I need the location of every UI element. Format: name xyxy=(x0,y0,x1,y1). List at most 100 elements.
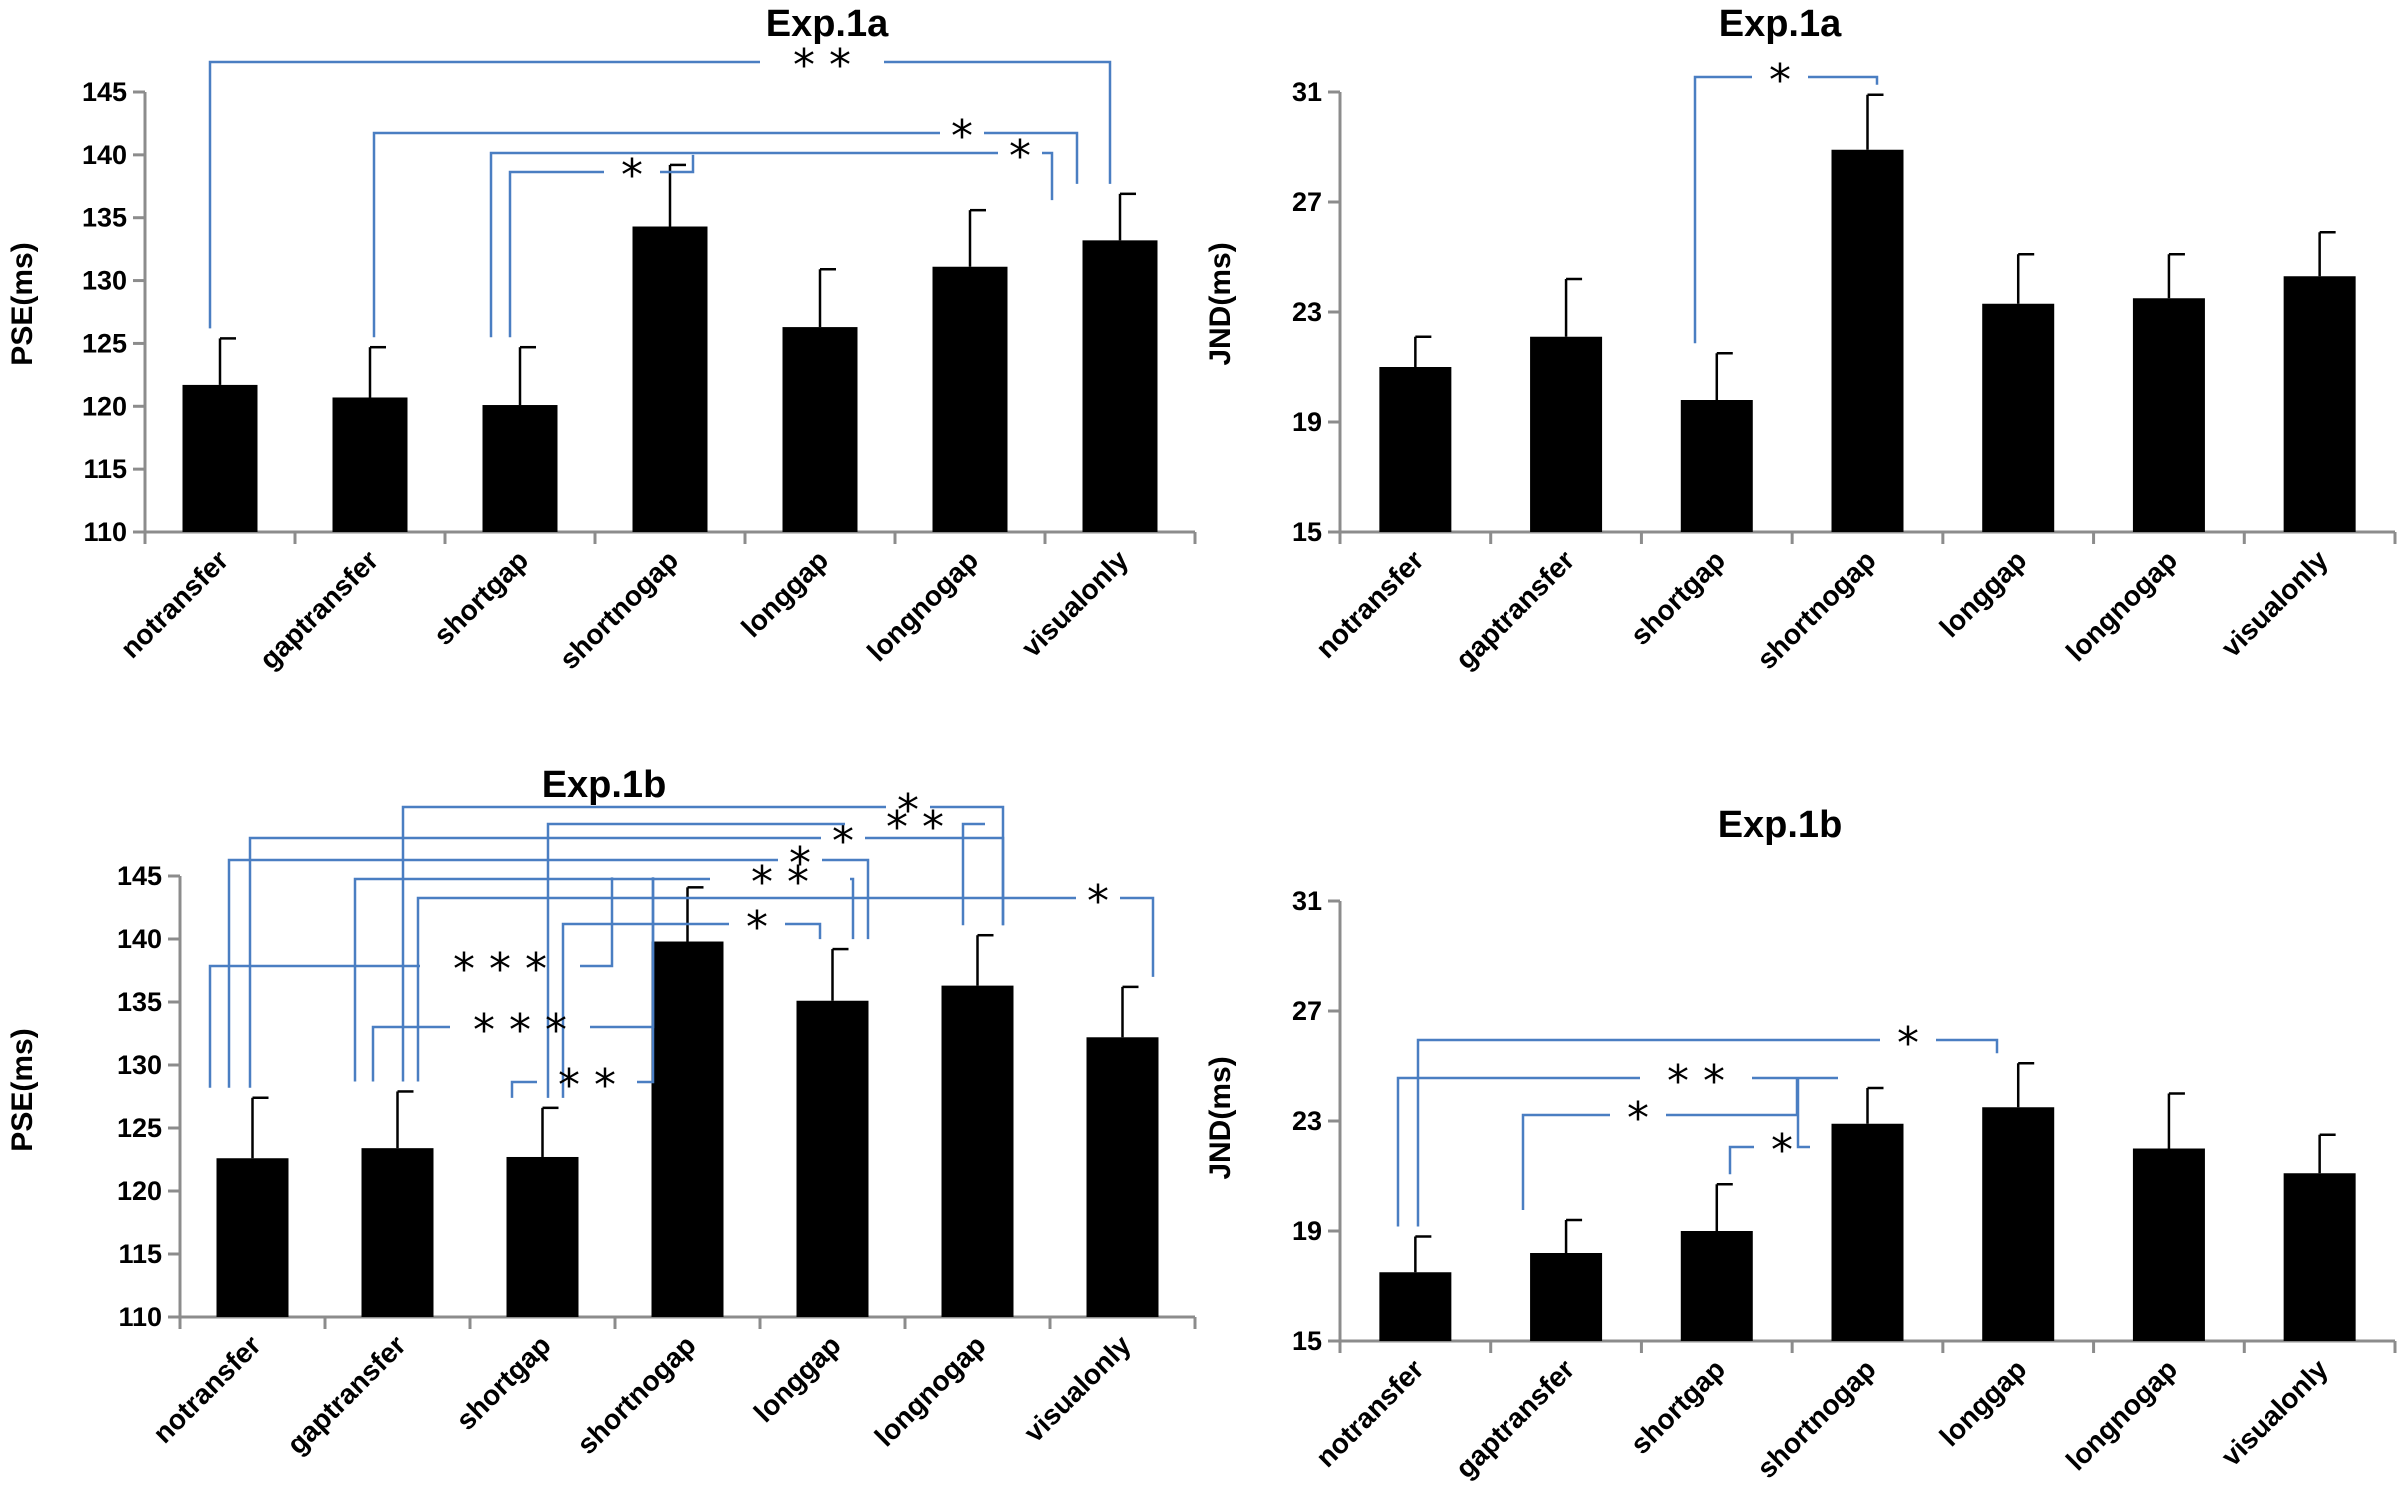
x-tick-label: longgap xyxy=(735,544,834,643)
significance-label: * xyxy=(1009,131,1031,182)
y-tick-label: 130 xyxy=(82,266,127,296)
x-tick-label: notransfer xyxy=(147,1329,267,1449)
bar-longnogap xyxy=(932,266,1008,532)
y-axis-title: JND(ms) xyxy=(1204,242,1237,365)
bar-shortgap xyxy=(1680,400,1753,532)
significance-bracket xyxy=(416,896,1155,1082)
bar-shortnogap xyxy=(632,226,708,532)
significance-bracket xyxy=(561,922,822,1098)
bar-gaptransfer xyxy=(1530,336,1603,532)
x-tick-label: longnogap xyxy=(2060,1353,2183,1476)
bar-notransfer xyxy=(216,1158,289,1317)
x-tick-label: shortnogap xyxy=(553,544,684,675)
y-axis-title: PSE(ms) xyxy=(6,1028,39,1151)
x-tick-label: shortgap xyxy=(428,544,535,651)
y-tick-label: 125 xyxy=(117,1113,162,1143)
significance-label: * xyxy=(897,785,919,836)
y-tick-label: 31 xyxy=(1292,886,1322,916)
chart-title: Exp.1a xyxy=(766,3,889,45)
bar-gaptransfer xyxy=(1530,1253,1603,1341)
x-tick-label: shortgap xyxy=(1624,1353,1731,1460)
significance-bracket xyxy=(489,151,1054,338)
bar-shortnogap xyxy=(1831,149,1904,532)
significance-label: * xyxy=(832,816,854,867)
significance-label: * xyxy=(746,902,768,953)
significance-label: * xyxy=(951,111,973,162)
y-tick-label: 135 xyxy=(82,203,127,233)
y-tick-label: 23 xyxy=(1292,1106,1322,1136)
bar-longnogap xyxy=(941,985,1014,1317)
significance-label: * xyxy=(1769,55,1791,106)
significance-label: * * xyxy=(1667,1056,1725,1107)
x-tick-label: gaptransfer xyxy=(281,1329,412,1460)
x-tick-label: shortnogap xyxy=(1751,544,1882,675)
significance-label: * * xyxy=(751,857,809,908)
significance-bracket xyxy=(227,858,870,1088)
significance-bracket xyxy=(1396,1076,1838,1227)
bar-gaptransfer xyxy=(332,397,408,532)
significance-bracket xyxy=(208,877,614,1088)
significance-bracket xyxy=(1728,1078,1810,1175)
bar-shortgap xyxy=(1680,1231,1753,1341)
y-tick-label: 19 xyxy=(1292,407,1322,437)
significance-label: * xyxy=(1771,1125,1793,1176)
y-tick-label: 27 xyxy=(1292,996,1322,1026)
significance-bracket xyxy=(510,877,655,1098)
significance-label: * xyxy=(1087,876,1109,927)
significance-label: * xyxy=(789,838,811,889)
x-tick-label: longnogap xyxy=(861,544,984,667)
significance-label: * xyxy=(621,150,643,201)
y-tick-label: 125 xyxy=(82,328,127,358)
x-tick-label: shortnogap xyxy=(571,1329,702,1460)
y-axis-title: PSE(ms) xyxy=(6,242,39,365)
x-tick-label: notransfer xyxy=(1310,544,1430,664)
x-tick-label: shortgap xyxy=(1624,544,1731,651)
y-tick-label: 145 xyxy=(82,77,127,107)
bar-notransfer xyxy=(1379,1272,1452,1341)
y-axis-title: JND(ms) xyxy=(1204,1056,1237,1179)
significance-bracket xyxy=(353,877,855,1082)
y-tick-label: 115 xyxy=(118,1239,162,1269)
bar-longnogap xyxy=(2132,298,2205,532)
y-tick-label: 31 xyxy=(1292,77,1322,107)
bar-shortgap xyxy=(506,1156,579,1317)
x-tick-label: gaptransfer xyxy=(253,544,384,675)
x-tick-label: gaptransfer xyxy=(1449,544,1580,675)
y-tick-label: 120 xyxy=(117,1176,162,1206)
y-tick-label: 110 xyxy=(118,1302,162,1332)
chart-exp1b-pse: Exp.1b PSE(ms) 110 115 120 125 130 135 140 145 *… xyxy=(6,764,1197,1460)
significance-bracket xyxy=(1693,75,1879,344)
y-tick-label: 140 xyxy=(82,140,127,170)
bar-longgap xyxy=(1982,303,2055,532)
x-tick-label: longgap xyxy=(748,1329,847,1428)
y-tick-label: 19 xyxy=(1292,1216,1322,1246)
chart-title: Exp.1b xyxy=(542,764,667,806)
y-tick-label: 110 xyxy=(83,517,127,547)
bar-visualonly xyxy=(1082,240,1158,533)
bar-shortgap xyxy=(482,405,558,532)
bar-longgap xyxy=(796,1000,869,1317)
significance-bracket xyxy=(546,822,985,1098)
y-tick-label: 15 xyxy=(1292,1326,1322,1356)
x-tick-label: visualonly xyxy=(2215,1353,2334,1472)
chart-exp1b-jnd: Exp.1b JND(ms) 15 19 23 27 31 * * * * * notransfe… xyxy=(1204,804,2397,1484)
significance-label: * * * xyxy=(473,1005,567,1056)
x-tick-label: shortgap xyxy=(450,1329,557,1436)
y-tick-label: 23 xyxy=(1292,297,1322,327)
x-tick-label: gaptransfer xyxy=(1449,1353,1580,1484)
significance-bracket xyxy=(1521,1078,1799,1210)
bar-shortnogap xyxy=(651,941,724,1317)
significance-label: * * xyxy=(793,40,851,91)
bar-visualonly xyxy=(2283,276,2356,532)
y-tick-label: 120 xyxy=(82,391,127,421)
y-tick-label: 27 xyxy=(1292,187,1322,217)
chart-title: Exp.1a xyxy=(1719,3,1842,45)
bar-gaptransfer xyxy=(361,1148,434,1317)
y-tick-label: 15 xyxy=(1292,517,1322,547)
significance-bracket xyxy=(372,131,1079,338)
x-tick-label: shortnogap xyxy=(1751,1353,1882,1484)
y-tick-label: 145 xyxy=(117,861,162,891)
significance-bracket xyxy=(508,154,695,338)
y-tick-label: 140 xyxy=(117,924,162,954)
